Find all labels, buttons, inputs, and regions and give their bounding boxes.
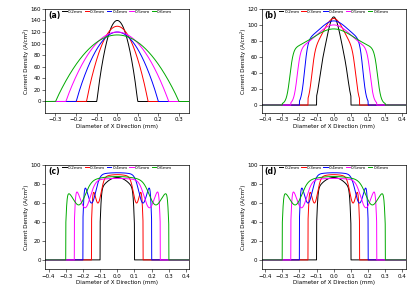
X-axis label: Diameter of X Direction (mm): Diameter of X Direction (mm) — [76, 124, 158, 129]
Text: (b): (b) — [264, 11, 276, 20]
Text: (a): (a) — [48, 11, 60, 20]
Y-axis label: Current Density (A/cm²): Current Density (A/cm²) — [23, 28, 29, 94]
Legend: 0.2mm, 0.3mm, 0.4mm, 0.5mm, 0.6mm: 0.2mm, 0.3mm, 0.4mm, 0.5mm, 0.6mm — [278, 165, 388, 170]
X-axis label: Diameter of X Direction (mm): Diameter of X Direction (mm) — [292, 124, 374, 129]
Y-axis label: Current Density (A/cm²): Current Density (A/cm²) — [239, 28, 245, 94]
Y-axis label: Current Density (A/cm²): Current Density (A/cm²) — [23, 185, 29, 250]
X-axis label: Diameter of X Direction (mm): Diameter of X Direction (mm) — [76, 280, 158, 285]
Y-axis label: Current Density (A/cm²): Current Density (A/cm²) — [239, 185, 245, 250]
X-axis label: Diameter of X Direction (mm): Diameter of X Direction (mm) — [292, 280, 374, 285]
Text: (d): (d) — [264, 167, 276, 176]
Legend: 0.2mm, 0.3mm, 0.4mm, 0.5mm, 0.6mm: 0.2mm, 0.3mm, 0.4mm, 0.5mm, 0.6mm — [62, 165, 172, 170]
Text: (c): (c) — [48, 167, 59, 176]
Legend: 0.2mm, 0.3mm, 0.4mm, 0.5mm, 0.6mm: 0.2mm, 0.3mm, 0.4mm, 0.5mm, 0.6mm — [62, 9, 172, 14]
Legend: 0.2mm, 0.3mm, 0.4mm, 0.5mm, 0.6mm: 0.2mm, 0.3mm, 0.4mm, 0.5mm, 0.6mm — [278, 9, 388, 14]
